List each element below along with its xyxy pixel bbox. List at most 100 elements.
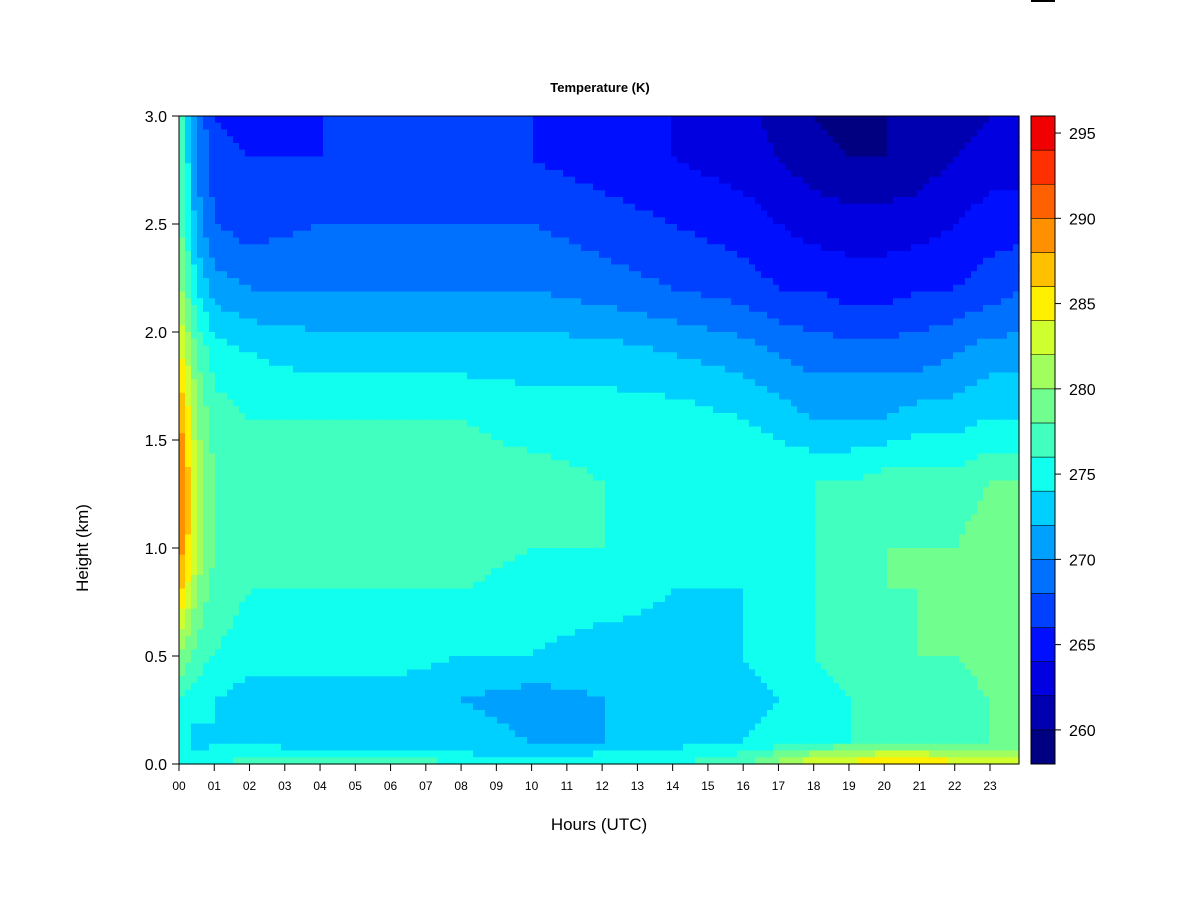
heatmap-cell <box>509 183 516 191</box>
heatmap-cell <box>581 345 588 353</box>
heatmap-cell <box>815 278 822 286</box>
heatmap-cell <box>455 278 462 286</box>
heatmap-cell <box>437 251 444 259</box>
heatmap-cell <box>503 210 510 218</box>
heatmap-cell <box>179 291 186 299</box>
heatmap-cell <box>269 176 276 185</box>
heatmap-cell <box>611 149 618 158</box>
heatmap-cell <box>431 116 438 124</box>
heatmap-cell <box>269 271 276 279</box>
heatmap-cell <box>797 251 804 259</box>
heatmap-cell <box>1001 278 1008 286</box>
heatmap-cell <box>935 203 942 212</box>
heatmap-cell <box>845 237 852 245</box>
heatmap-cell <box>317 318 324 326</box>
heatmap-cell <box>461 244 468 252</box>
heatmap-cell <box>263 170 270 178</box>
heatmap-cell <box>245 237 252 245</box>
heatmap-cell <box>911 298 918 306</box>
heatmap-cell <box>881 122 888 131</box>
heatmap-cell <box>941 257 948 266</box>
heatmap-cell <box>869 122 876 131</box>
heatmap-cell <box>917 318 924 326</box>
heatmap-cell <box>455 264 462 272</box>
heatmap-cell <box>989 176 996 185</box>
heatmap-cell <box>713 210 720 218</box>
heatmap-cell <box>659 149 666 158</box>
heatmap-cell <box>647 278 654 286</box>
heatmap-cell <box>269 170 276 178</box>
heatmap-cell <box>383 122 390 131</box>
heatmap-cell <box>401 291 408 299</box>
heatmap-cell <box>281 237 288 245</box>
heatmap-cell <box>275 197 282 205</box>
heatmap-cell <box>185 183 192 191</box>
heatmap-cell <box>209 197 216 205</box>
heatmap-cell <box>917 143 924 151</box>
heatmap-cell <box>629 318 636 326</box>
heatmap-cell <box>353 237 360 245</box>
heatmap-cell <box>683 129 690 137</box>
heatmap-cell <box>869 257 876 266</box>
heatmap-cell <box>443 156 450 164</box>
heatmap-cell <box>233 291 240 299</box>
heatmap-cell <box>359 311 366 320</box>
heatmap-cell <box>407 338 414 347</box>
heatmap-cell <box>359 116 366 124</box>
heatmap-cell <box>263 345 270 353</box>
heatmap-cell <box>665 284 672 293</box>
heatmap-cell <box>335 271 342 279</box>
heatmap-cell <box>731 190 738 198</box>
heatmap-cell <box>479 278 486 286</box>
heatmap-cell <box>575 305 582 313</box>
heatmap-cell <box>401 217 408 225</box>
heatmap-cell <box>935 190 942 198</box>
heatmap-cell <box>851 251 858 259</box>
heatmap-cell <box>707 318 714 326</box>
heatmap-cell <box>557 291 564 299</box>
heatmap-cell <box>659 217 666 225</box>
heatmap-cell <box>947 237 954 245</box>
heatmap-cell <box>809 271 816 279</box>
heatmap-cell <box>185 217 192 225</box>
heatmap-cell <box>725 224 732 232</box>
heatmap-cell <box>935 163 942 171</box>
heatmap-cell <box>491 156 498 164</box>
heatmap-cell <box>647 237 654 245</box>
heatmap-cell <box>713 325 720 333</box>
heatmap-cell <box>581 143 588 151</box>
heatmap-cell <box>623 251 630 259</box>
heatmap-cell <box>593 318 600 326</box>
heatmap-cell <box>941 136 948 144</box>
heatmap-cell <box>851 122 858 131</box>
heatmap-cell <box>341 271 348 279</box>
heatmap-cell <box>839 203 846 212</box>
heatmap-cell <box>803 163 810 171</box>
heatmap-cell <box>1007 163 1014 171</box>
heatmap-cell <box>455 149 462 158</box>
heatmap-cell <box>929 143 936 151</box>
heatmap-cell <box>857 129 864 137</box>
heatmap-cell <box>539 136 546 144</box>
heatmap-cell <box>245 190 252 198</box>
heatmap-cell <box>443 170 450 178</box>
heatmap-cell <box>563 278 570 286</box>
heatmap-cell <box>695 210 702 218</box>
heatmap-cell <box>461 224 468 232</box>
heatmap-cell <box>395 298 402 306</box>
heatmap-cell <box>593 149 600 158</box>
heatmap-cell <box>773 116 780 124</box>
heatmap-cell <box>857 325 864 333</box>
heatmap-cell <box>605 224 612 232</box>
heatmap-cell <box>767 190 774 198</box>
heatmap-cell <box>869 210 876 218</box>
heatmap-cell <box>911 311 918 320</box>
heatmap-cell <box>341 345 348 353</box>
heatmap-cell <box>389 244 396 252</box>
heatmap-cell <box>683 298 690 306</box>
heatmap-cell <box>641 257 648 266</box>
heatmap-cell <box>215 257 222 266</box>
heatmap-cell <box>539 149 546 158</box>
heatmap-cell <box>227 136 234 144</box>
heatmap-cell <box>935 264 942 272</box>
